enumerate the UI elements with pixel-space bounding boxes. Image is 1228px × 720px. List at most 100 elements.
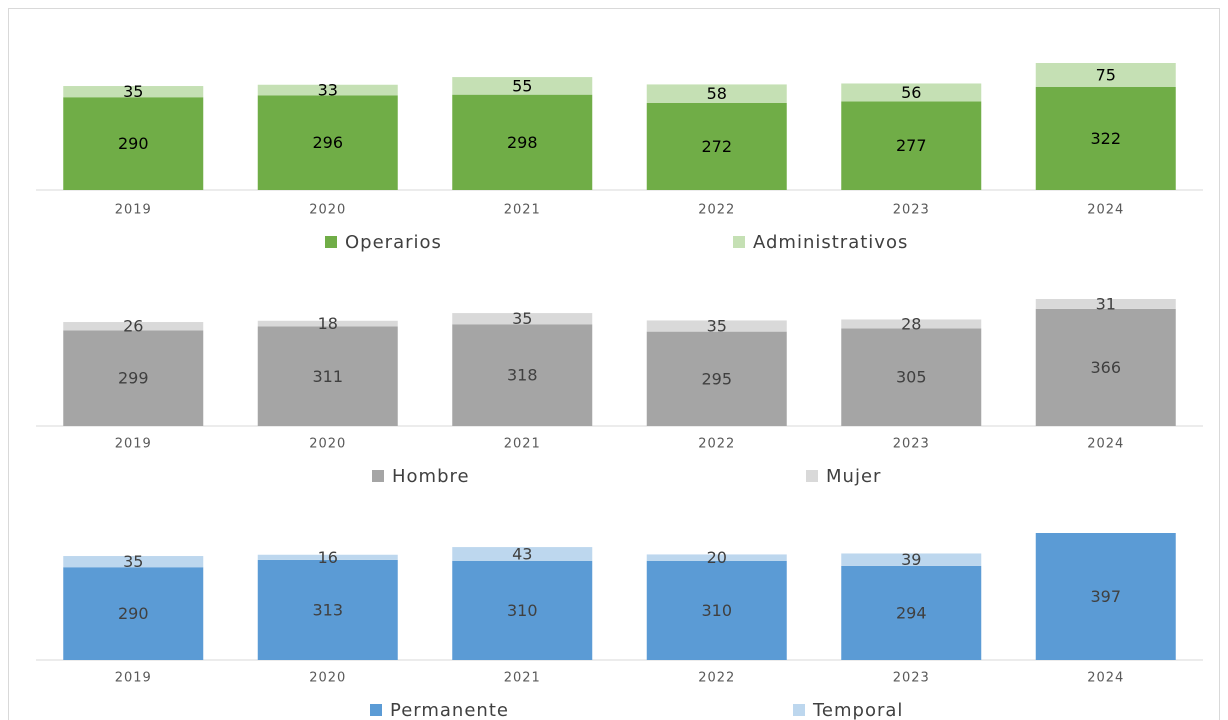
data-label: 75 bbox=[1096, 65, 1116, 84]
data-label: 318 bbox=[507, 366, 538, 385]
bar-segment bbox=[452, 94, 593, 190]
bar-segment bbox=[1035, 533, 1176, 660]
data-label: 311 bbox=[312, 367, 343, 386]
data-label: 39 bbox=[901, 550, 921, 569]
data-label: 397 bbox=[1090, 587, 1121, 606]
data-label: 43 bbox=[512, 544, 532, 563]
bar-segment bbox=[257, 559, 398, 660]
bar-segment bbox=[841, 83, 982, 102]
data-label: 272 bbox=[701, 137, 732, 156]
bar-segment bbox=[257, 554, 398, 560]
bar-segment bbox=[452, 547, 593, 561]
bar-segment bbox=[646, 84, 787, 103]
x-tick-label: 2022 bbox=[698, 203, 735, 218]
data-label: 26 bbox=[123, 317, 143, 336]
bar-segment bbox=[841, 565, 982, 660]
bar-segment bbox=[257, 95, 398, 190]
data-label: 294 bbox=[896, 603, 927, 622]
data-label: 55 bbox=[512, 76, 532, 95]
data-label: 56 bbox=[901, 83, 921, 102]
bar-segment bbox=[257, 320, 398, 327]
legend-label: Operarios bbox=[345, 232, 442, 253]
data-label: 305 bbox=[896, 368, 927, 387]
bar-segment bbox=[646, 331, 787, 426]
bar-segment bbox=[646, 554, 787, 561]
legend-swatch bbox=[733, 236, 745, 248]
data-label: 31 bbox=[1096, 294, 1116, 313]
x-tick-label: 2021 bbox=[504, 671, 541, 686]
bar-segment bbox=[63, 97, 204, 190]
bar-segment bbox=[63, 322, 204, 331]
x-tick-label: 2023 bbox=[893, 671, 930, 686]
legend-label: Hombre bbox=[392, 466, 470, 487]
bar-segment bbox=[452, 324, 593, 426]
data-label: 296 bbox=[312, 133, 343, 152]
bar-segment bbox=[1035, 63, 1176, 87]
bar-segment bbox=[841, 319, 982, 329]
bar-segment bbox=[63, 556, 204, 568]
legend-swatch bbox=[370, 704, 382, 716]
data-label: 290 bbox=[118, 604, 149, 623]
bar-segment bbox=[646, 560, 787, 660]
x-tick-label: 2019 bbox=[115, 671, 152, 686]
legend-label: Permanente bbox=[390, 700, 509, 720]
x-tick-label: 2020 bbox=[309, 671, 346, 686]
bar-segment bbox=[63, 567, 204, 660]
legend-label: Mujer bbox=[826, 466, 881, 487]
bar-segment bbox=[841, 101, 982, 190]
data-label: 290 bbox=[118, 134, 149, 153]
legend-label: Administrativos bbox=[753, 232, 908, 253]
x-tick-label: 2023 bbox=[893, 437, 930, 452]
data-label: 310 bbox=[507, 601, 538, 620]
data-label: 20 bbox=[707, 548, 727, 567]
bar-segment bbox=[257, 326, 398, 426]
bar-segment bbox=[646, 320, 787, 332]
x-tick-label: 2021 bbox=[504, 203, 541, 218]
legend-swatch bbox=[372, 470, 384, 482]
bar-segment bbox=[1035, 308, 1176, 426]
x-tick-label: 2024 bbox=[1087, 437, 1124, 452]
data-label: 35 bbox=[512, 309, 532, 328]
data-label: 295 bbox=[701, 369, 732, 388]
legend-swatch bbox=[806, 470, 818, 482]
data-label: 310 bbox=[701, 601, 732, 620]
x-tick-label: 2020 bbox=[309, 203, 346, 218]
data-label: 35 bbox=[123, 82, 143, 101]
bar-segment bbox=[63, 86, 204, 98]
bar-segment bbox=[646, 102, 787, 190]
x-tick-label: 2019 bbox=[115, 437, 152, 452]
bar-segment bbox=[841, 553, 982, 566]
frame bbox=[8, 8, 1220, 720]
x-tick-label: 2024 bbox=[1087, 671, 1124, 686]
bar-segment bbox=[1035, 299, 1176, 309]
data-label: 16 bbox=[318, 548, 338, 567]
data-label: 298 bbox=[507, 133, 538, 152]
data-label: 299 bbox=[118, 369, 149, 388]
x-tick-label: 2024 bbox=[1087, 203, 1124, 218]
x-tick-label: 2019 bbox=[115, 203, 152, 218]
legend-swatch bbox=[793, 704, 805, 716]
legend-swatch bbox=[325, 236, 337, 248]
legend-label: Temporal bbox=[812, 700, 903, 720]
bar-segment bbox=[452, 77, 593, 95]
x-tick-label: 2021 bbox=[504, 437, 541, 452]
bar-segment bbox=[452, 560, 593, 660]
data-label: 313 bbox=[312, 600, 343, 619]
x-tick-label: 2023 bbox=[893, 203, 930, 218]
bar-segment bbox=[257, 84, 398, 96]
data-label: 58 bbox=[707, 84, 727, 103]
x-tick-label: 2020 bbox=[309, 437, 346, 452]
x-tick-label: 2022 bbox=[698, 671, 735, 686]
bar-segment bbox=[63, 330, 204, 426]
data-label: 277 bbox=[896, 136, 927, 155]
data-label: 35 bbox=[123, 552, 143, 571]
data-label: 322 bbox=[1090, 129, 1121, 148]
data-label: 18 bbox=[318, 314, 338, 333]
bar-segment bbox=[452, 313, 593, 325]
data-label: 33 bbox=[318, 81, 338, 100]
bar-segment bbox=[841, 328, 982, 426]
data-label: 28 bbox=[901, 314, 921, 333]
bar-segment bbox=[1035, 86, 1176, 190]
x-tick-label: 2022 bbox=[698, 437, 735, 452]
